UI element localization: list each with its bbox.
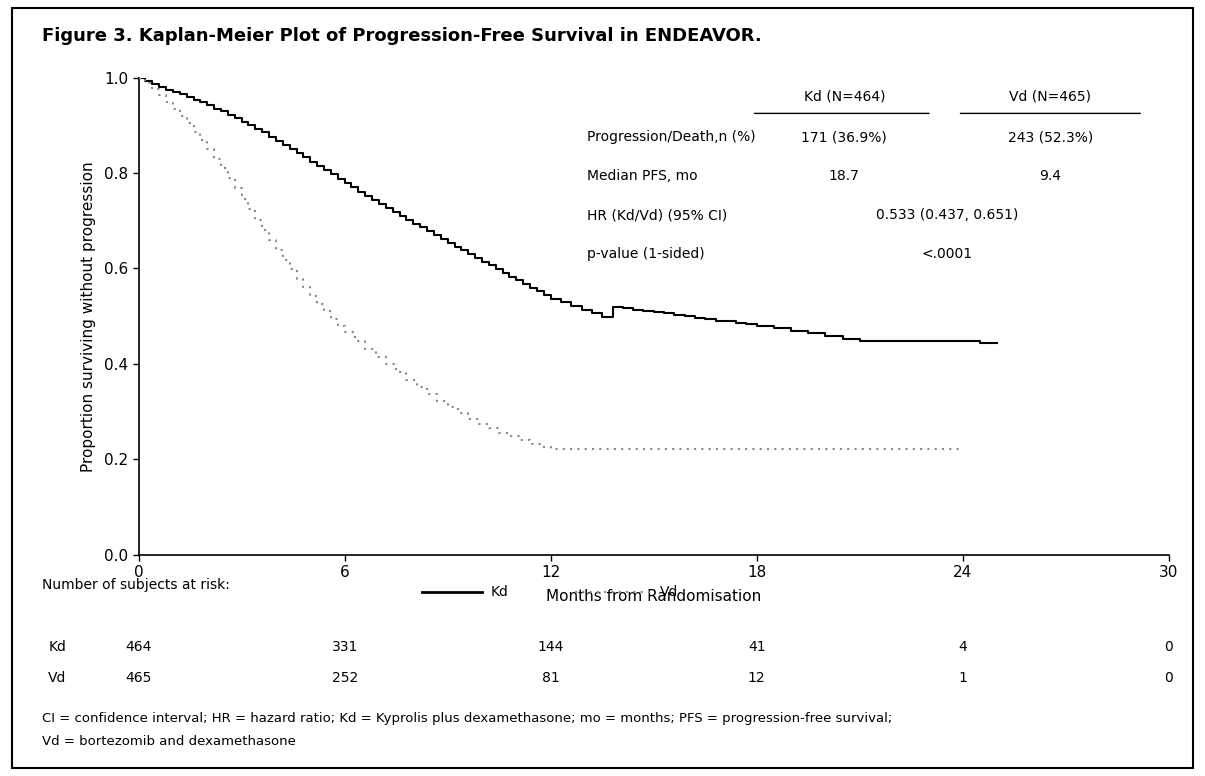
Text: 0.533 (0.437, 0.651): 0.533 (0.437, 0.651) [876,209,1018,223]
Text: CI = confidence interval; HR = hazard ratio; Kd = Kyprolis plus dexamethasone; m: CI = confidence interval; HR = hazard ra… [42,712,893,725]
Text: Figure 3. Kaplan-Meier Plot of Progression-Free Survival in ENDEAVOR.: Figure 3. Kaplan-Meier Plot of Progressi… [42,27,762,45]
X-axis label: Months from Randomisation: Months from Randomisation [546,588,762,604]
Text: Median PFS, mo: Median PFS, mo [587,169,698,183]
Text: 144: 144 [537,640,564,654]
Text: 81: 81 [542,671,559,685]
Text: HR (Kd/Vd) (95% CI): HR (Kd/Vd) (95% CI) [587,209,727,223]
Text: Kd: Kd [48,640,66,654]
Text: 1: 1 [958,671,968,685]
Text: Vd (N=465): Vd (N=465) [1010,89,1092,103]
Text: 0: 0 [1164,640,1174,654]
Text: 12: 12 [748,671,765,685]
Text: 4: 4 [958,640,968,654]
Y-axis label: Proportion surviving without progression: Proportion surviving without progression [81,161,95,472]
Text: p-value (1-sided): p-value (1-sided) [587,248,705,262]
Text: 0: 0 [1164,671,1174,685]
Text: 465: 465 [125,671,152,685]
Text: 41: 41 [748,640,765,654]
Text: Vd: Vd [660,584,678,599]
Text: 252: 252 [331,671,358,685]
Text: Kd: Kd [492,584,509,599]
Text: Kd (N=464): Kd (N=464) [804,89,884,103]
Text: Vd: Vd [48,671,66,685]
Text: 243 (52.3%): 243 (52.3%) [1007,130,1093,144]
Text: Number of subjects at risk:: Number of subjects at risk: [42,578,230,592]
Text: <.0001: <.0001 [922,248,972,262]
Text: Vd = bortezomib and dexamethasone: Vd = bortezomib and dexamethasone [42,735,296,748]
Text: 464: 464 [125,640,152,654]
Text: Progression/Death,n (%): Progression/Death,n (%) [587,130,756,144]
Text: 331: 331 [331,640,358,654]
Text: 171 (36.9%): 171 (36.9%) [801,130,887,144]
Text: 9.4: 9.4 [1040,169,1062,183]
Text: 18.7: 18.7 [829,169,859,183]
